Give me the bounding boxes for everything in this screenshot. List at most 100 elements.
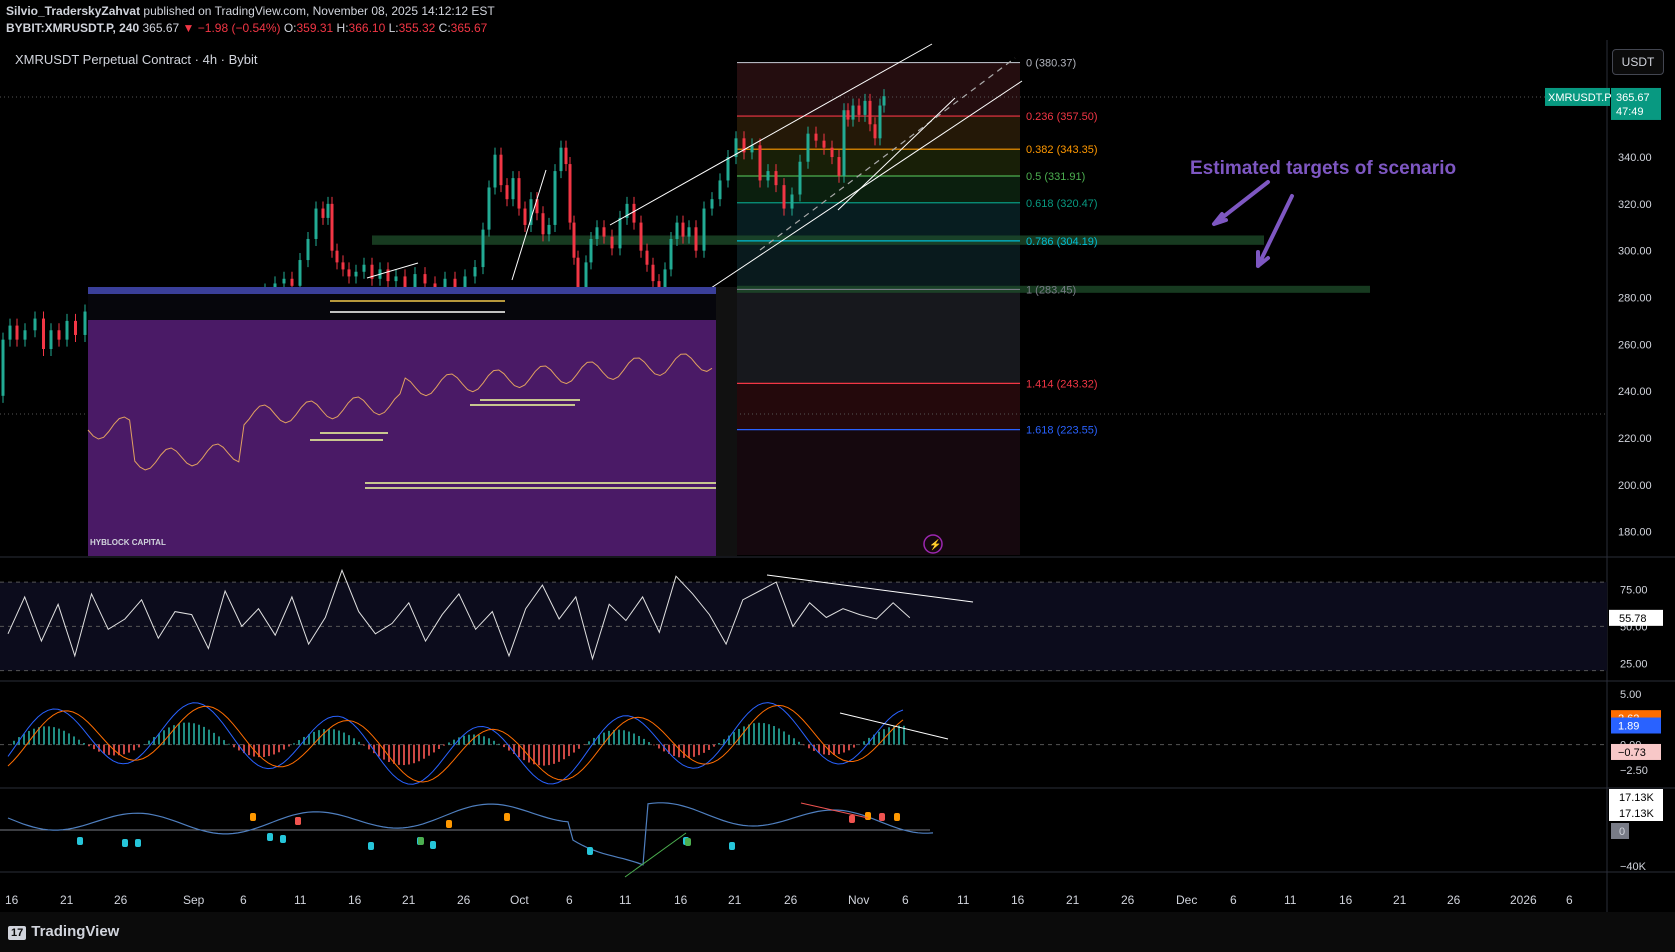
inset-toolbar: [88, 294, 716, 320]
macd-histogram-bar: [808, 744, 810, 749]
macd-histogram-bar: [263, 744, 265, 757]
macd-histogram-bar: [778, 728, 780, 745]
macd-histogram-bar: [383, 744, 385, 760]
macd-histogram-bar: [613, 729, 615, 745]
candle-body: [499, 154, 503, 186]
candle-body: [413, 274, 417, 291]
osc-axis-label: 0: [1619, 826, 1625, 838]
macd-histogram-bar: [483, 736, 485, 745]
oscillator-marker: [267, 833, 273, 841]
candle-body: [83, 311, 87, 335]
oscillator-marker: [729, 842, 735, 850]
macd-histogram-bar: [83, 743, 85, 745]
time-axis-label: 16: [1011, 893, 1025, 907]
price-axis-label: 180.00: [1618, 527, 1652, 539]
candle-body: [681, 222, 685, 237]
annotation-arrow: [1256, 194, 1294, 268]
trend-line: [511, 169, 547, 281]
publish-line: Silvio_TraderskyZahvat published on Trad…: [6, 4, 495, 18]
macd-histogram-bar: [448, 742, 450, 745]
time-axis-label: 26: [1447, 893, 1461, 907]
macd-histogram-bar: [478, 735, 480, 745]
candle-body: [15, 325, 19, 340]
candle-body: [443, 278, 447, 291]
macd-histogram-bar: [273, 744, 275, 755]
macd-histogram-bar: [758, 722, 760, 745]
macd-histogram-bar: [163, 730, 165, 745]
price-axis-label: 200.00: [1618, 480, 1652, 492]
target-zone: [372, 235, 1264, 245]
candle-body: [306, 238, 310, 261]
macd-histogram-bar: [458, 737, 460, 745]
price-axis-label: 300.00: [1618, 246, 1652, 258]
macd-histogram-bar: [868, 737, 870, 745]
time-axis-label: 11: [1284, 893, 1297, 907]
currency-button[interactable]: USDT: [1612, 49, 1664, 75]
macd-histogram-bar: [78, 739, 80, 745]
macd-histogram-bar: [693, 744, 695, 757]
macd-line: [7, 702, 904, 785]
macd-histogram-bar: [698, 744, 700, 756]
oscillator-marker: [430, 841, 436, 849]
candle-body: [766, 171, 770, 181]
osc-value-badge: [1609, 805, 1663, 821]
candle-body: [394, 276, 398, 282]
macd-histogram-bar: [803, 744, 805, 746]
candle-body: [750, 145, 754, 153]
macd-histogram-bar: [528, 744, 530, 763]
macd-histogram-bar: [288, 744, 290, 747]
fib-band: [737, 429, 1020, 555]
hyblock-inset: HYBLOCK CAPITAL: [87, 287, 737, 556]
macd-histogram-bar: [168, 727, 170, 745]
macd-histogram-bar: [823, 744, 825, 755]
macd-histogram-bar: [738, 728, 740, 745]
candle-body: [354, 271, 358, 277]
price-axis-label: 260.00: [1618, 339, 1652, 351]
macd-histogram-bar: [623, 730, 625, 745]
macd-histogram-bar: [298, 740, 300, 745]
candle-body: [481, 229, 485, 268]
candle-body: [453, 278, 457, 289]
macd-histogram-bar: [128, 744, 130, 753]
price-axis-label: 240.00: [1618, 386, 1652, 398]
rsi-line: [7, 568, 911, 661]
footer: 17 TradingView: [0, 912, 1675, 952]
macd-histogram-bar: [558, 744, 560, 762]
macd-value-label: 1.89: [1618, 721, 1639, 733]
candle-body: [618, 217, 622, 249]
macd-histogram-bar: [393, 744, 395, 764]
macd-histogram-bar: [848, 744, 850, 751]
macd-histogram-bar: [313, 731, 315, 745]
author-name[interactable]: Silvio_TraderskyZahvat: [6, 4, 141, 18]
rsi-divergence-line: [766, 574, 974, 603]
channel-inner-line: [837, 97, 956, 211]
candle-body: [846, 110, 850, 120]
price-axis-label: 320.00: [1618, 199, 1652, 211]
macd-histogram-bar: [258, 744, 260, 758]
macd-histogram-bar: [788, 734, 790, 745]
tradingview-logo[interactable]: 17 TradingView: [8, 923, 119, 940]
candle-body: [423, 274, 427, 284]
macd-histogram-bar: [348, 735, 350, 745]
macd-histogram-bar: [473, 734, 475, 745]
macd-histogram-bar: [893, 726, 895, 745]
open-value: 359.31: [296, 21, 334, 35]
macd-histogram-bar: [668, 744, 670, 754]
ohlc-line: BYBIT:XMRUSDT.P, 240 365.67 ▼ −1.98 (−0.…: [6, 21, 487, 35]
macd-histogram-bar: [453, 739, 455, 745]
oscillator-marker: [77, 837, 83, 845]
candle-body: [335, 250, 339, 263]
macd-histogram-bar: [538, 744, 540, 766]
macd-histogram-bar: [508, 744, 510, 751]
candle-body: [742, 138, 746, 153]
chart-canvas[interactable]: 0 (380.37) 0.236 (357.50) 0.382 (343.35) 0.…: [0, 0, 1675, 912]
candle-body: [535, 199, 539, 214]
macd-histogram-bar: [328, 728, 330, 745]
time-axis-label: 16: [348, 893, 362, 907]
time-axis-label: 21: [60, 893, 74, 907]
candle-body: [8, 325, 12, 340]
candle-body: [49, 330, 53, 349]
symbol-interval: BYBIT:XMRUSDT.P, 240: [6, 21, 140, 35]
osc-axis-label: −40K: [1620, 861, 1647, 873]
macd-histogram-bar: [763, 723, 765, 745]
